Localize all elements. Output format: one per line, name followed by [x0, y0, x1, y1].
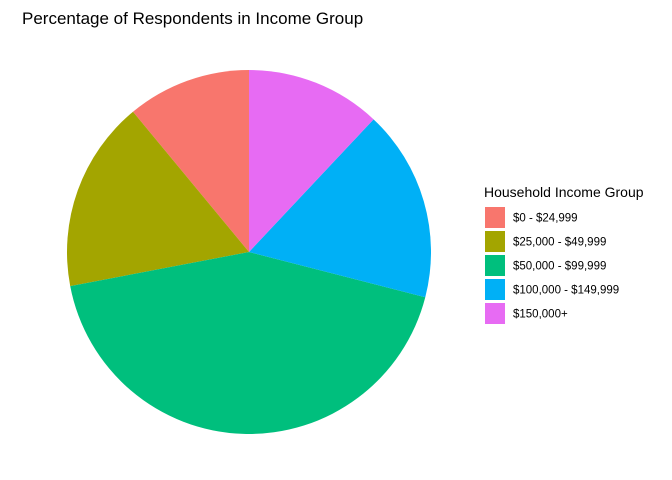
legend-label-4: $100,000 - $149,999 — [513, 285, 619, 297]
legend-label-5: $150,000+ — [513, 309, 568, 321]
legend: $0 - $24,999 $25,000 - $49,999 $50,000 - $… — [485, 207, 619, 324]
legend-key-5 — [485, 303, 505, 324]
chart-title: Percentage of Respondents in Income Grou… — [22, 9, 363, 28]
legend-label-3: $50,000 - $99,999 — [513, 261, 606, 273]
pie-slice-1 — [132, 70, 249, 252]
pie-slice-2 — [66, 111, 249, 287]
legend-key-2 — [485, 231, 505, 252]
legend-label-2: $25,000 - $49,999 — [513, 237, 606, 249]
legend-title: Household Income Group — [484, 184, 644, 200]
pie-slices — [66, 70, 431, 435]
legend-key-1 — [485, 207, 505, 228]
pie-slice-5 — [249, 70, 374, 252]
pie-slice-3 — [70, 252, 426, 435]
legend-key-4 — [485, 279, 505, 300]
legend-label-1: $0 - $24,999 — [513, 213, 578, 225]
pie-slice-4 — [249, 119, 431, 298]
legend-key-3 — [485, 255, 505, 276]
